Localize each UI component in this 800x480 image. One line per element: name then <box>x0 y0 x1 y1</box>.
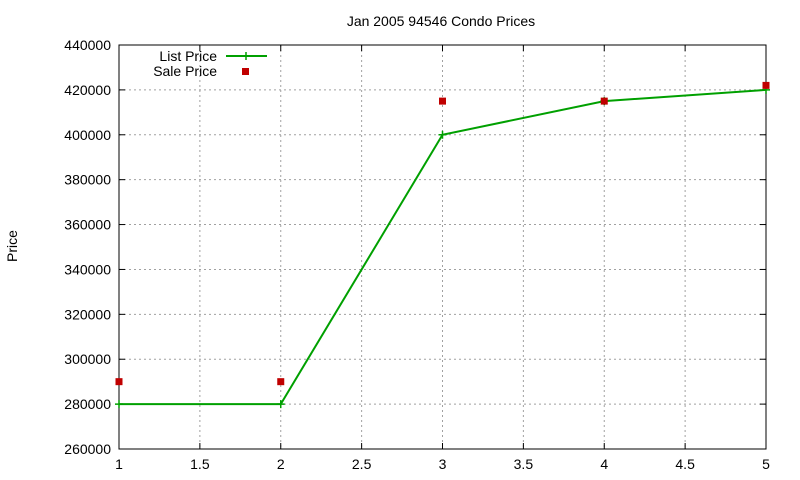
y-tick-label: 280000 <box>64 396 111 412</box>
list-price-point <box>276 400 285 409</box>
legend-label-list-price: List Price <box>159 48 217 64</box>
y-tick-label: 260000 <box>64 441 111 457</box>
y-tick-label: 300000 <box>64 351 111 367</box>
legend-label-sale-price: Sale Price <box>153 63 217 79</box>
list-price-point <box>438 130 447 139</box>
x-tick-label: 1 <box>115 456 123 472</box>
axis-ticks: 1 1.5 2 2.5 3 3.5 4 4.5 5 260000 280000 300000 32000… <box>64 37 770 472</box>
y-tick-label: 320000 <box>64 306 111 322</box>
list-price-point <box>115 400 123 409</box>
x-tick-label: 2 <box>277 456 285 472</box>
x-tick-label: 3 <box>439 456 447 472</box>
y-tick-label: 400000 <box>64 127 111 143</box>
x-tick-label: 1.5 <box>190 456 210 472</box>
x-tick-label: 3.5 <box>514 456 534 472</box>
legend: List Price Sale Price <box>153 48 267 79</box>
legend-marker-sale-price <box>242 68 249 75</box>
series-layer <box>115 81 770 409</box>
sale-price-point <box>762 81 770 89</box>
y-tick-label: 380000 <box>64 172 111 188</box>
sale-price-point <box>115 378 123 386</box>
y-tick-label: 420000 <box>64 82 111 98</box>
y-tick-label: 360000 <box>64 217 111 233</box>
legend-marker-list-price <box>242 52 250 60</box>
grid <box>119 45 766 449</box>
y-tick-label: 440000 <box>64 37 111 53</box>
y-axis-label: Price <box>4 230 20 262</box>
x-tick-label: 4.5 <box>675 456 695 472</box>
chart-title: Jan 2005 94546 Condo Prices <box>347 13 535 29</box>
sale-price-point <box>600 97 608 105</box>
sale-price-point <box>277 378 285 386</box>
x-tick-label: 5 <box>762 456 770 472</box>
x-tick-label: 4 <box>600 456 608 472</box>
y-tick-label: 340000 <box>64 261 111 277</box>
x-tick-label: 2.5 <box>352 456 372 472</box>
sale-price-point <box>439 97 446 105</box>
